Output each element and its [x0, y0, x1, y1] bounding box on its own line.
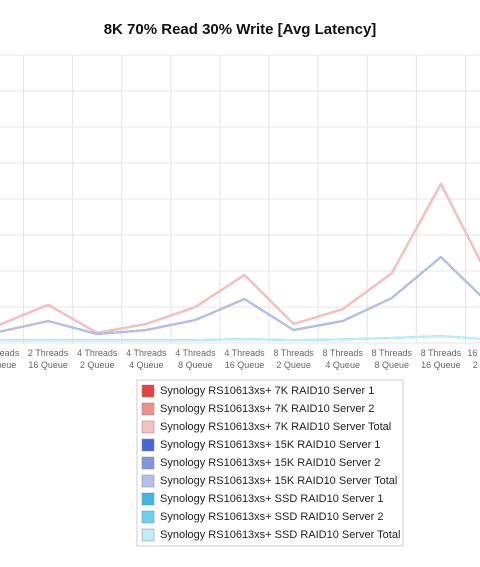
- legend-swatch: [141, 456, 155, 470]
- legend-label: Synology RS10613xs+ 15K RAID10 Server 2: [160, 457, 380, 469]
- legend-swatch: [141, 510, 155, 524]
- series-line: [0, 182, 480, 334]
- legend-swatch: [141, 474, 155, 488]
- legend-label: Synology RS10613xs+ 7K RAID10 Server 1: [160, 385, 374, 397]
- legend-label: Synology RS10613xs+ SSD RAID10 Server To…: [160, 529, 400, 541]
- series-line: [0, 255, 480, 335]
- chart-title: 8K 70% Read 30% Write [Avg Latency]: [104, 21, 377, 38]
- legend-label: Synology RS10613xs+ SSD RAID10 Server 1: [160, 493, 383, 505]
- legend-label: Synology RS10613xs+ 7K RAID10 Server 2: [160, 403, 374, 415]
- x-tick-label: 4 Threads 2 Queue: [77, 348, 118, 370]
- legend-swatch: [141, 492, 155, 506]
- legend-box: [136, 379, 404, 547]
- legend-swatch: [141, 420, 155, 434]
- series-line: [0, 335, 480, 342]
- x-tick-label: 8 Threads 16 Queue: [421, 348, 462, 370]
- legend-label: Synology RS10613xs+ SSD RAID10 Server 2: [160, 511, 383, 523]
- series-line: [0, 255, 480, 335]
- x-tick-label: 4 Threads 4 Queue: [126, 348, 167, 370]
- series-line: [0, 182, 480, 334]
- legend-swatch: [141, 402, 155, 416]
- legend-label: Synology RS10613xs+ 15K RAID10 Server 1: [160, 439, 380, 451]
- x-tick-label: 4 Threads 16 Queue: [224, 348, 265, 370]
- x-tick-label: 8 Threads 8 Queue: [372, 348, 413, 370]
- series-line: [0, 182, 480, 334]
- legend-swatch: [141, 528, 155, 542]
- x-tick-label: 8 Threads 2 Queue: [273, 348, 314, 370]
- x-tick-label: 4 Threads 8 Queue: [175, 348, 216, 370]
- legend-swatch: [141, 384, 155, 398]
- legend-label: Synology RS10613xs+ 7K RAID10 Server Tot…: [160, 421, 391, 433]
- legend-label: Synology RS10613xs+ 15K RAID10 Server To…: [160, 475, 397, 487]
- x-tick-label: 2 Threads 16 Queue: [28, 348, 69, 370]
- legend-swatch: [141, 438, 155, 452]
- series-line: [0, 255, 480, 335]
- x-tick-label: 8 Threads 4 Queue: [323, 348, 364, 370]
